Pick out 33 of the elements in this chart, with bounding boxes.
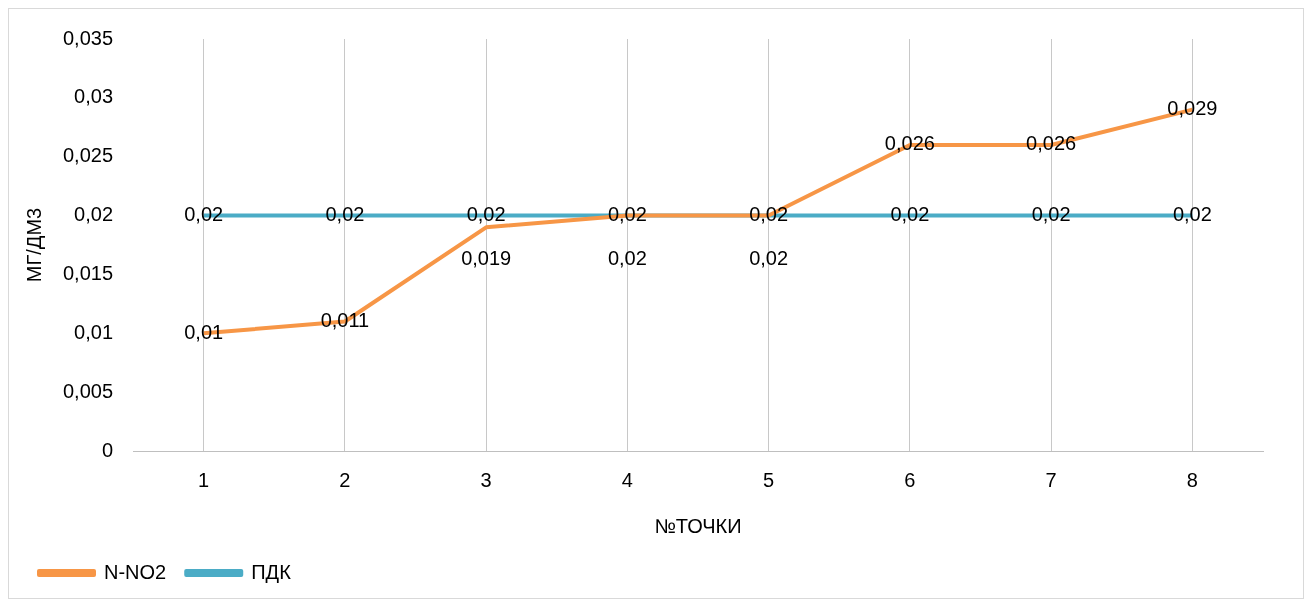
x-tick-label: 2 [339,468,351,491]
x-tick-label: 7 [1045,468,1057,491]
y-tick-label: 0,005 [62,379,114,402]
y-tick-label: 0,03 [74,85,114,108]
y-tick-label: 0,035 [62,26,114,49]
x-tick-label: 5 [763,468,775,491]
data-label: 0,02 [1031,203,1071,226]
y-tick-label: 0 [101,438,114,461]
data-label: 0,01 [184,320,224,343]
legend-label: N-NO2 [104,560,167,583]
data-label: 0,02 [607,247,647,270]
x-tick-label: 8 [1186,468,1198,491]
data-label: 0,02 [749,203,789,226]
data-label: 0,02 [325,203,365,226]
y-tick-label: 0,025 [62,144,114,167]
y-tick-label: 0,015 [62,261,114,284]
y-axis-title: МГ/ДМ3 [22,207,45,283]
data-label: 0,02 [1172,203,1212,226]
x-axis-title: №ТОЧКИ [654,514,742,537]
x-tick-label: 6 [904,468,916,491]
y-tick-label: 0,01 [74,320,114,343]
data-label: 0,02 [749,247,789,270]
data-label: 0,02 [466,203,506,226]
data-label: 0,02 [607,203,647,226]
legend-label: ПДК [251,560,292,583]
x-tick-label: 4 [621,468,633,491]
y-tick-label: 0,02 [74,203,114,226]
data-label: 0,02 [184,203,224,226]
x-tick-label: 1 [198,468,210,491]
data-label: 0,02 [890,203,930,226]
data-label: 0,019 [461,247,512,270]
data-label: 0,029 [1167,97,1218,120]
x-tick-label: 3 [480,468,492,491]
